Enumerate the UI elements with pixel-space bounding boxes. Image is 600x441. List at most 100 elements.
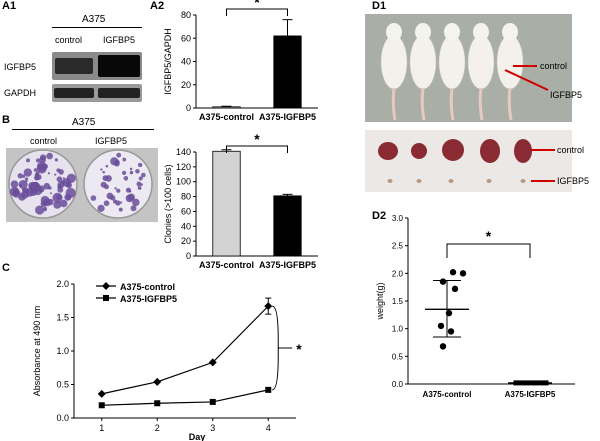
colony-dot <box>26 158 31 163</box>
a2-significance-star: * <box>254 0 260 10</box>
blot-band-igfbp5-igfbp5 <box>98 55 140 77</box>
colony-dot <box>23 168 33 177</box>
colony-dot <box>65 187 76 199</box>
c-x-tick-label: 2 <box>155 423 160 433</box>
d2-point-control <box>439 278 447 285</box>
colony-dot <box>125 194 134 203</box>
panel-label-d2: D2 <box>372 210 387 222</box>
blot-band-igfbp5-gapdh <box>98 88 140 98</box>
d2-significance-bracket <box>446 243 531 258</box>
c-significance-star: * <box>296 341 302 357</box>
colony-dot <box>102 170 105 174</box>
a2-y-tick-label: 20 <box>181 80 191 90</box>
tumor-control <box>514 139 532 163</box>
d2-point-control <box>459 270 467 277</box>
colony-dot <box>109 195 116 201</box>
c-point-square <box>98 402 105 409</box>
colony-divider <box>12 129 154 130</box>
c-legend-label: A375-IGFBP5 <box>120 294 177 304</box>
mouse-head <box>502 23 518 41</box>
colony-dot <box>53 200 62 209</box>
colony-dot <box>141 172 146 178</box>
mouse-head <box>386 23 402 41</box>
colony-dot <box>122 157 127 162</box>
c-y-label: Absorbance at 490 nm <box>32 306 42 397</box>
c-y-tick-label: 0.5 <box>56 380 69 390</box>
colony-dot <box>47 172 51 175</box>
b2-x-tick-label: A375-IGFBP5 <box>259 260 316 270</box>
colony-dot <box>12 189 21 198</box>
blot-cell-line: A375 <box>82 14 106 25</box>
colony-dot <box>136 181 142 187</box>
a2-x-tick-label: A375-IGFBP5 <box>259 112 316 122</box>
b2-y-tick-label: 80 <box>181 192 191 202</box>
mouse-head <box>473 23 489 41</box>
colony-dot <box>128 189 132 193</box>
colony-dot <box>130 205 137 212</box>
b2-x-tick-label: A375-control <box>199 260 254 270</box>
tumor-igfbp5 <box>486 179 492 183</box>
colony-dot <box>114 159 120 165</box>
c-x-tick-label: 1 <box>99 423 104 433</box>
c-legend-marker <box>102 282 110 290</box>
colony-dot <box>57 186 64 193</box>
colony-dot <box>29 188 37 197</box>
colony-dot <box>25 179 28 183</box>
tumor-igfbp5 <box>416 179 422 183</box>
b2-y-tick-label: 20 <box>181 236 191 246</box>
d2-y-tick-label: 0.0 <box>392 380 404 389</box>
tumor-control <box>411 143 427 159</box>
d2-x-tick-label: A375-control <box>423 390 472 399</box>
colony-dot <box>122 170 127 176</box>
colony-dot <box>66 195 71 200</box>
panel-label-a1: A1 <box>2 0 17 12</box>
colony-dot <box>39 154 47 161</box>
c-y-tick-label: 1.0 <box>56 346 69 356</box>
mouse-tail <box>478 87 484 121</box>
tumor-label-igfbp5: IGFBP5 <box>557 176 590 186</box>
tumor-label-control: control <box>557 145 585 155</box>
d2-y-tick-label: 2.0 <box>392 269 404 278</box>
colony-dot <box>56 194 62 200</box>
colony-dot <box>36 161 47 172</box>
colony-dot <box>43 208 47 212</box>
c-point-square <box>209 398 216 405</box>
colony-dot <box>129 167 133 171</box>
colony-dots <box>9 152 146 215</box>
c-point-diamond <box>97 389 106 398</box>
tumor-group <box>378 139 532 183</box>
arrow-mouse-igfbp5 <box>504 69 549 91</box>
colony-dot <box>33 168 38 172</box>
mouse-tail <box>391 87 397 121</box>
b2-significance-star: * <box>254 131 260 147</box>
colony-dot <box>40 195 50 205</box>
colony-dot <box>113 199 118 204</box>
colony-dot <box>135 169 140 174</box>
colony-dot <box>114 187 117 190</box>
d2-point-control <box>447 328 455 335</box>
c-series-line <box>101 305 269 395</box>
c-significance-bracket <box>272 305 283 391</box>
panel-label-d1: D1 <box>372 0 387 12</box>
colony-label-control: control <box>30 136 58 146</box>
c-series-line <box>101 389 269 406</box>
a2-y-label: IGFBP5/GAPDH <box>163 28 173 95</box>
colony-dot <box>137 162 143 168</box>
colony-dot <box>46 152 53 160</box>
c-x-tick-label: 4 <box>266 423 271 433</box>
d2-point-control <box>449 269 457 276</box>
colony-label-igfbp5: IGFBP5 <box>95 136 128 146</box>
colony-dot <box>116 152 122 158</box>
colony-dot <box>103 200 110 207</box>
c-point-diamond <box>264 302 273 311</box>
colony-dot <box>97 204 105 212</box>
colony-dot <box>59 199 68 208</box>
d2-significance-star: * <box>486 228 492 244</box>
a2-bar <box>273 35 302 109</box>
blot-divider <box>52 27 142 28</box>
c-point-square <box>154 400 161 407</box>
